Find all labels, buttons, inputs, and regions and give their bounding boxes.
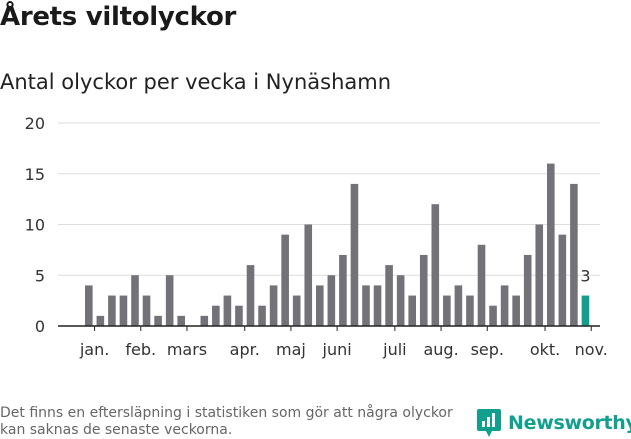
- x-tick-label: nov.: [575, 340, 608, 359]
- bar: [119, 295, 128, 326]
- bar: [281, 234, 289, 326]
- x-tick-label: mars: [167, 340, 207, 359]
- bar: [177, 315, 185, 326]
- bar: [512, 295, 520, 326]
- x-tick-label: maj: [276, 340, 306, 359]
- newsworthy-logo-icon: [477, 409, 501, 437]
- y-axis-ticks: 0 5 10 15 20: [25, 114, 45, 336]
- bar: [246, 265, 255, 326]
- bars: [85, 163, 590, 326]
- bar: [419, 254, 428, 326]
- x-tick-label: feb.: [125, 340, 156, 359]
- bar: [223, 295, 232, 326]
- data-label-current-week: 3: [580, 267, 590, 286]
- bar: [304, 224, 313, 326]
- x-tick-label: juni: [322, 340, 352, 359]
- bar: [362, 285, 370, 326]
- bar: [212, 305, 220, 326]
- chart-subtitle: Antal olyckor per vecka i Nynäshamn: [0, 70, 392, 94]
- bar: [408, 295, 416, 326]
- bar: [85, 285, 93, 326]
- bar: [523, 254, 532, 326]
- y-tick-label: 10: [25, 216, 45, 235]
- y-tick-label: 5: [35, 266, 45, 285]
- bar: [373, 285, 382, 326]
- bar: [258, 305, 266, 326]
- bar: [235, 305, 243, 326]
- newsworthy-logo: Newsworthy: [476, 408, 631, 438]
- bar: [96, 315, 105, 326]
- bar: [558, 234, 567, 326]
- bar: [200, 315, 209, 326]
- grid-lines: [58, 122, 600, 276]
- x-axis-ticks: jan. feb. mars apr. maj juni juli aug. sep. okt. n…: [79, 326, 608, 359]
- bar: [547, 163, 555, 326]
- x-tick-label: sep.: [471, 340, 504, 359]
- x-tick-label: aug.: [423, 340, 458, 359]
- bar: [431, 204, 440, 326]
- bar: [165, 275, 174, 326]
- bar: [339, 254, 347, 326]
- bar: [466, 295, 474, 326]
- bar: [292, 295, 301, 326]
- page-title: Årets viltolyckor: [0, 2, 237, 32]
- x-tick-label: jan.: [79, 340, 109, 359]
- bar: [327, 275, 336, 326]
- bar: [535, 224, 544, 326]
- newsworthy-logo-text: Newsworthy: [508, 412, 631, 434]
- x-tick-label: okt.: [530, 340, 560, 359]
- bar: [142, 295, 151, 326]
- y-tick-label: 15: [25, 165, 45, 184]
- bar: [269, 285, 278, 326]
- bar-chart: 0 5 10 15 20 jan. feb. mars apr. maj juni juli aug.…: [25, 114, 608, 359]
- bar: [316, 285, 324, 326]
- y-tick-label: 0: [35, 317, 45, 336]
- x-tick-label: apr.: [230, 340, 260, 359]
- footnote: Det finns en eftersläpning i statistiken…: [0, 405, 453, 438]
- bar: [489, 305, 497, 326]
- bar: [131, 275, 139, 326]
- y-tick-label: 20: [25, 114, 45, 133]
- bar: [350, 183, 359, 326]
- bar: [154, 315, 162, 326]
- data-labels: 3: [580, 267, 590, 286]
- bar: [385, 265, 393, 326]
- bar: [443, 295, 451, 326]
- x-tick-label: juli: [382, 340, 406, 359]
- bar: [454, 285, 463, 326]
- bar: [396, 275, 405, 326]
- bar: [570, 183, 578, 326]
- bar: [477, 244, 486, 326]
- bar: [500, 285, 509, 326]
- bar: [108, 295, 116, 326]
- bar-current-week: [581, 295, 590, 326]
